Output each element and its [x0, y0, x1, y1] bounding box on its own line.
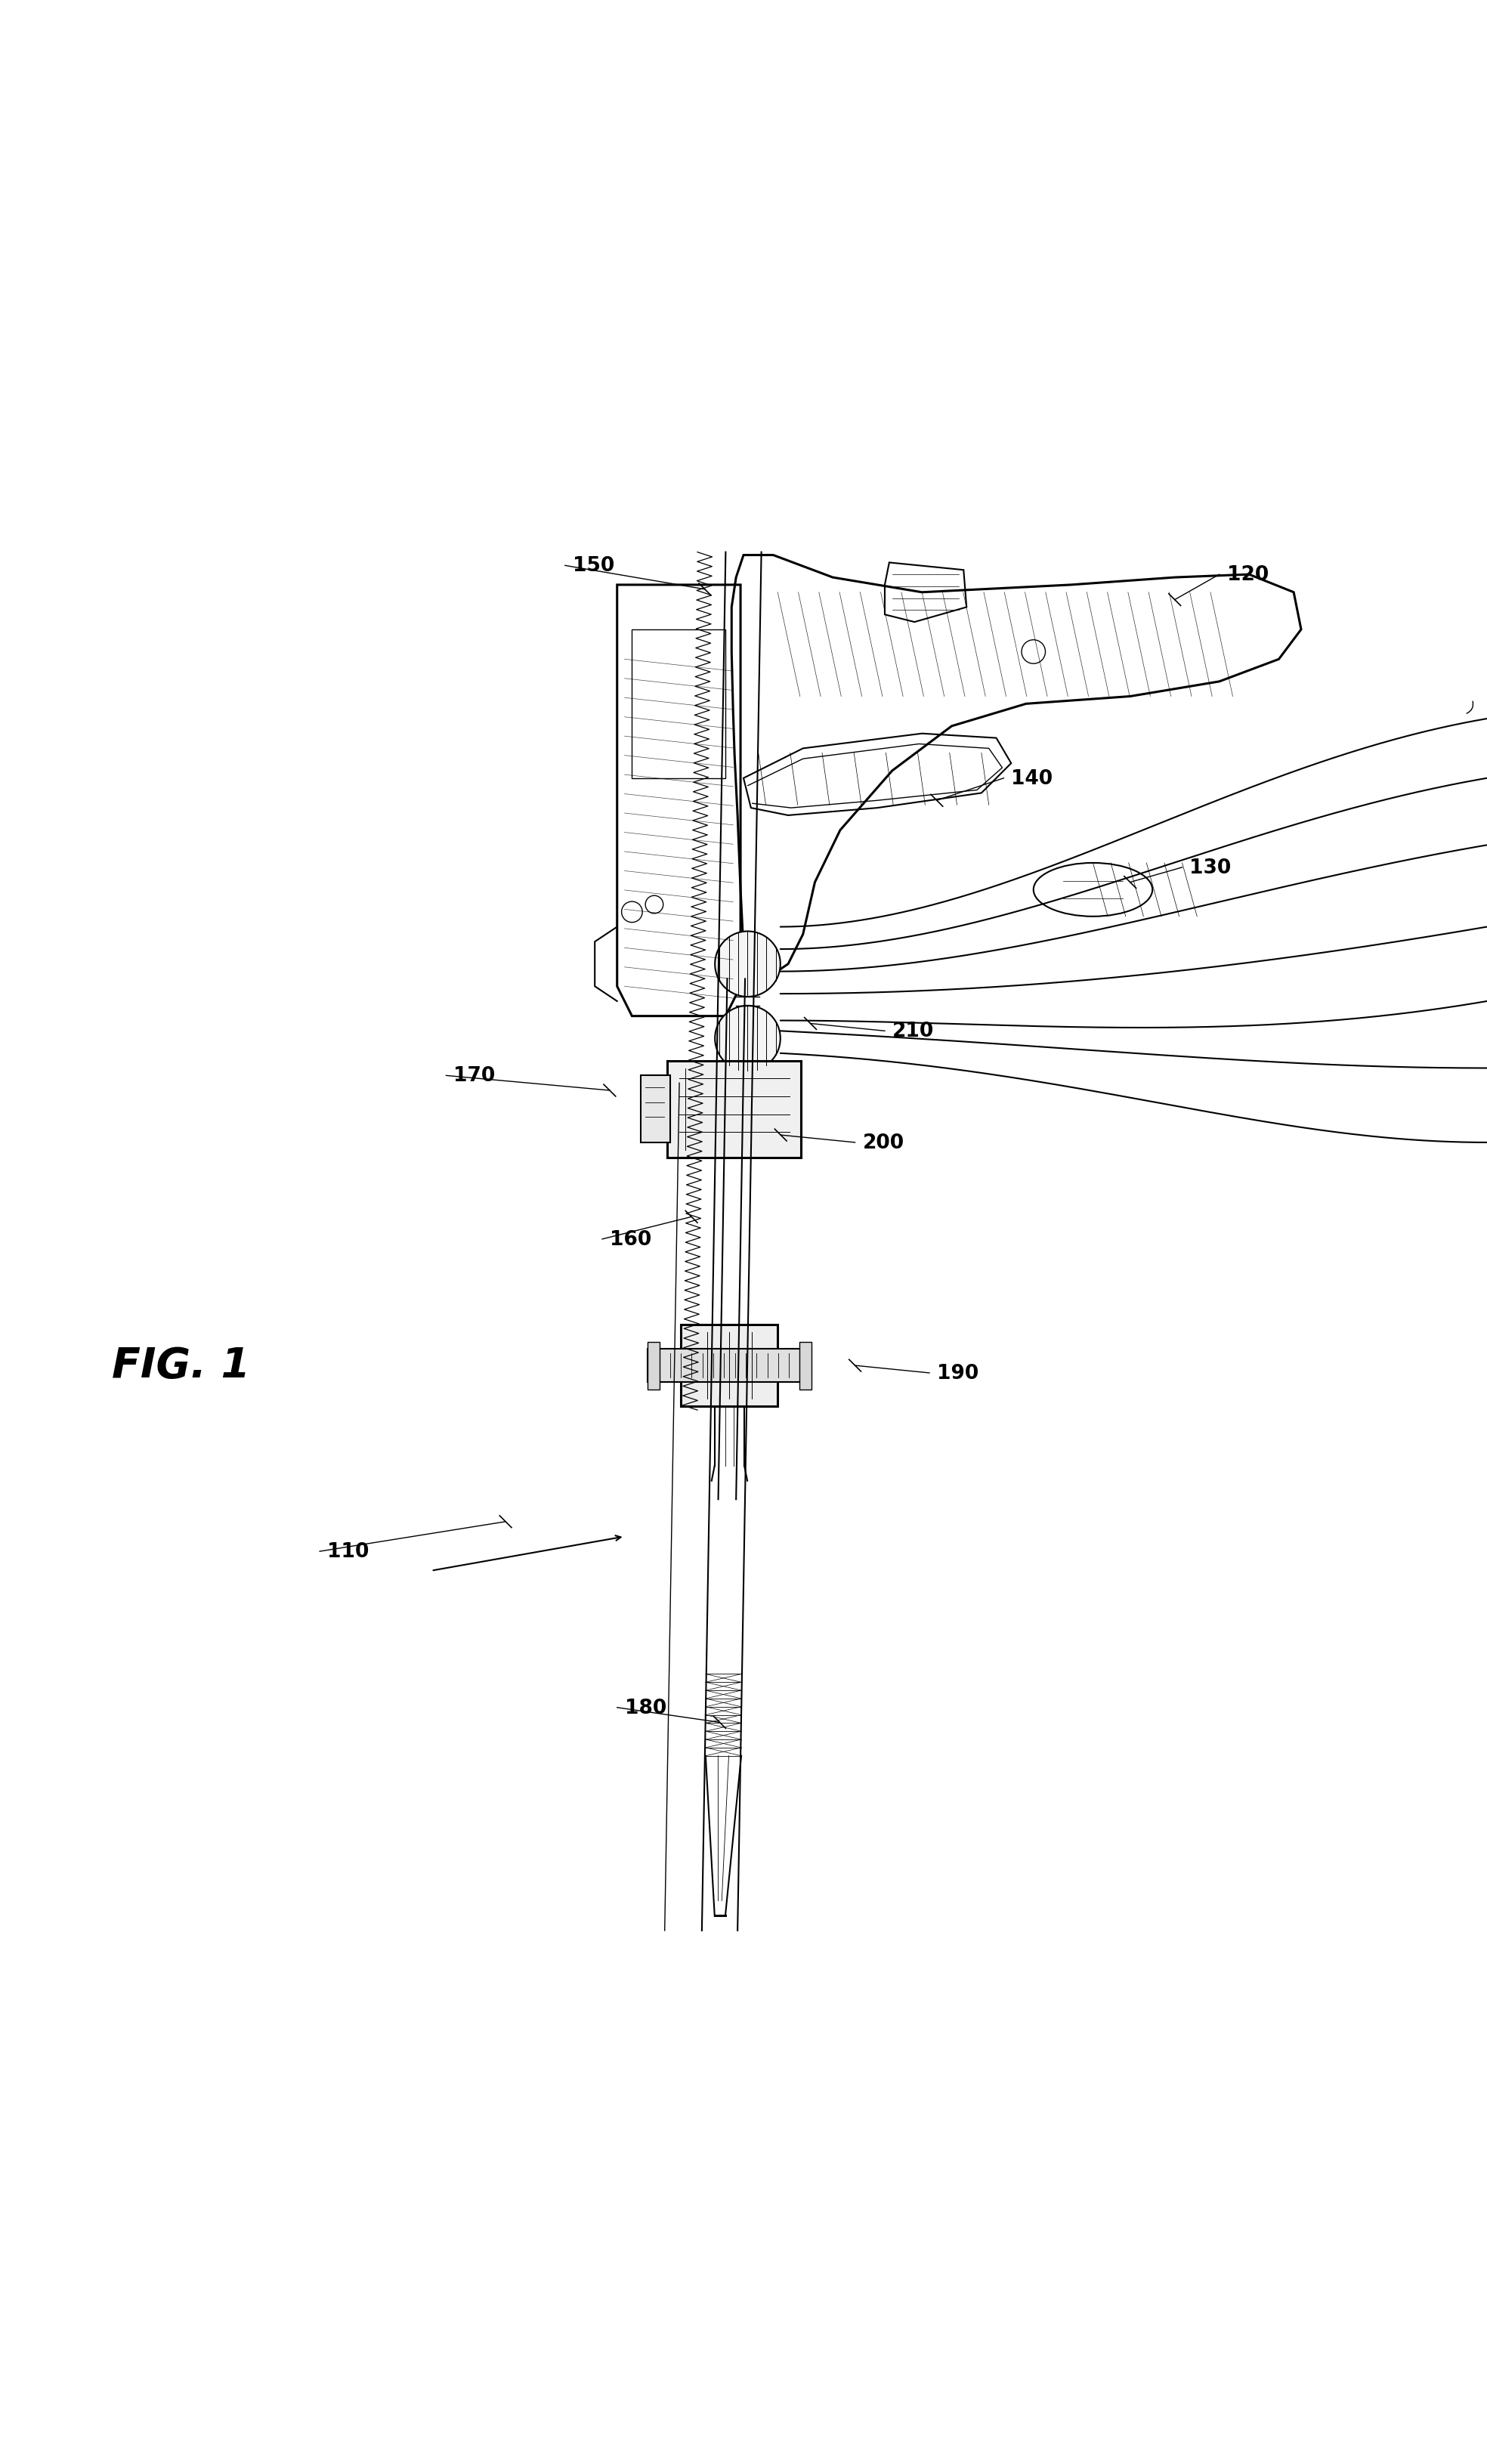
Bar — [668, 1062, 801, 1158]
Text: FIG. 1: FIG. 1 — [112, 1345, 250, 1387]
Text: 170: 170 — [454, 1067, 495, 1087]
Bar — [632, 631, 726, 779]
Bar — [800, 1343, 812, 1390]
Text: 120: 120 — [1227, 564, 1268, 584]
Text: 130: 130 — [1190, 857, 1231, 877]
Bar — [648, 1343, 660, 1390]
Bar — [648, 1350, 812, 1382]
Text: 140: 140 — [1011, 769, 1053, 788]
Circle shape — [715, 1005, 781, 1072]
Text: 110: 110 — [327, 1542, 369, 1562]
Text: 200: 200 — [862, 1133, 904, 1153]
Circle shape — [715, 931, 781, 998]
Text: 180: 180 — [625, 1698, 666, 1717]
Text: 160: 160 — [610, 1230, 651, 1249]
Bar — [641, 1077, 671, 1143]
Text: 150: 150 — [572, 557, 614, 577]
Text: 210: 210 — [892, 1023, 934, 1042]
Text: 190: 190 — [937, 1363, 978, 1382]
Bar — [681, 1326, 778, 1407]
